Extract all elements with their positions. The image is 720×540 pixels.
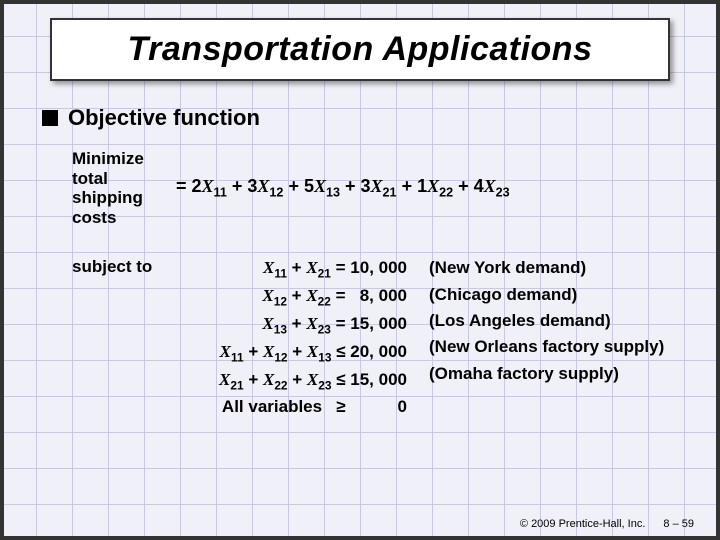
copyright: © 2009 Prentice-Hall, Inc.: [520, 518, 646, 530]
constraints-block: subject to X11 + X21 = 10, 000 X12 + X22…: [72, 255, 694, 421]
obj-label-l4: costs: [72, 208, 116, 227]
bullet-text: Objective function: [68, 105, 260, 131]
constraint-2-desc: (Chicago demand): [429, 282, 664, 308]
constraint-1-desc: (New York demand): [429, 255, 664, 281]
constraints-lhs: X11 + X21 = 10, 000 X12 + X22 = 8, 000 X…: [172, 255, 407, 421]
objective-label: Minimize total shipping costs: [72, 149, 162, 227]
objective-row: Minimize total shipping costs = 2X11 + 3…: [72, 149, 694, 227]
constraint-4-lhs: X11 + X12 + X13 ≤ 20, 000: [172, 339, 407, 367]
obj-label-l3: shipping: [72, 188, 143, 207]
constraint-3-lhs: X13 + X23 = 15, 000: [172, 311, 407, 339]
footer: © 2009 Prentice-Hall, Inc. 8 – 59: [520, 518, 694, 530]
constraint-1-lhs: X11 + X21 = 10, 000: [172, 255, 407, 283]
obj-label-l2: total: [72, 169, 108, 188]
page-number: 8 – 59: [663, 518, 694, 530]
constraint-2-lhs: X12 + X22 = 8, 000: [172, 283, 407, 311]
constraints-table: X11 + X21 = 10, 000 X12 + X22 = 8, 000 X…: [172, 255, 664, 421]
constraints-desc: (New York demand) (Chicago demand) (Los …: [429, 255, 664, 421]
constraint-5-lhs: X21 + X22 + X23 ≤ 15, 000: [172, 367, 407, 395]
constraint-5-desc: (Omaha factory supply): [429, 361, 664, 387]
title-box: Transportation Applications: [50, 18, 670, 81]
slide-content: Transportation Applications Objective fu…: [4, 4, 716, 536]
constraint-6-lhs: All variables ≥ 0: [172, 394, 407, 420]
slide-title: Transportation Applications: [70, 30, 650, 69]
obj-label-l1: Minimize: [72, 149, 144, 168]
constraint-4-desc: (New Orleans factory supply): [429, 334, 664, 360]
bullet-row: Objective function: [42, 105, 694, 131]
objective-expression: = 2X11 + 3X12 + 5X13 + 3X21 + 1X22 + 4X2…: [176, 176, 510, 200]
subject-to-label: subject to: [72, 255, 172, 421]
constraint-3-desc: (Los Angeles demand): [429, 308, 664, 334]
bullet-square-icon: [42, 110, 58, 126]
